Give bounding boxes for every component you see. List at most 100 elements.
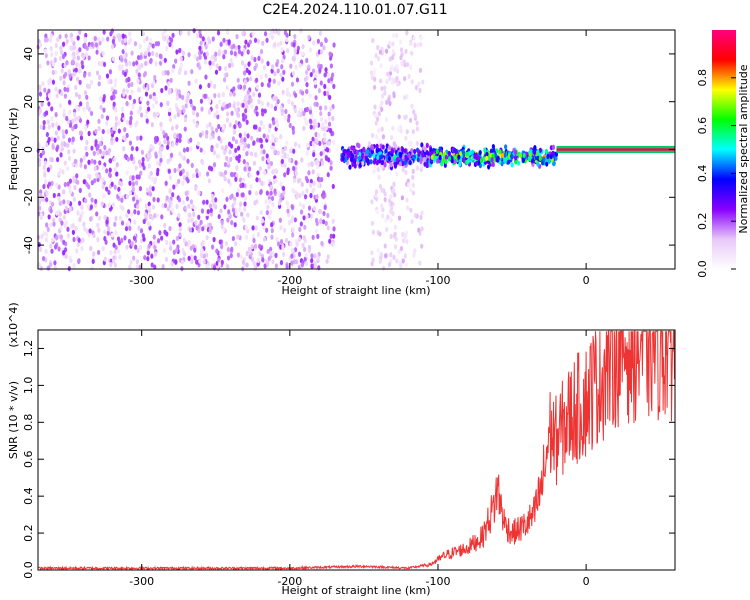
- spectrogram-cell: [98, 160, 102, 166]
- spectrogram-cell: [45, 197, 49, 203]
- spectrogram-cell: [329, 165, 333, 171]
- spectrogram-cell: [280, 47, 284, 53]
- spectrogram-cell: [63, 160, 67, 166]
- spectrogram-cell: [466, 158, 470, 164]
- spectrogram-cell: [383, 197, 387, 203]
- spectrogram-cell: [162, 247, 167, 254]
- spectrogram-cell: [151, 204, 156, 210]
- spectrogram-cell: [388, 100, 392, 107]
- spectrogram-cell: [413, 148, 417, 155]
- spectrogram-cell: [506, 159, 510, 165]
- spectrogram-cell: [124, 226, 129, 232]
- spectrogram-cell: [49, 33, 53, 39]
- spectrogram-cell: [231, 235, 235, 242]
- spectrogram-cell: [63, 93, 68, 99]
- spectrogram-cell: [92, 233, 96, 239]
- spectrogram-cell: [411, 168, 415, 174]
- spectrogram-cell: [229, 156, 233, 162]
- spectrogram-cell: [410, 50, 414, 56]
- spectrogram-cell: [283, 172, 287, 178]
- spectrogram-cell: [68, 178, 72, 184]
- spectrogram-cell: [536, 161, 540, 167]
- spectrogram-cell: [85, 101, 90, 107]
- spectrogram-cell: [248, 172, 252, 178]
- spectrogram-cell: [243, 195, 248, 201]
- spectrogram-cell: [72, 51, 76, 57]
- spectrogram-cell: [74, 225, 78, 232]
- spectrogram-cell: [175, 203, 179, 210]
- spectrogram-cell: [49, 208, 53, 214]
- spectrogram-cell: [332, 42, 336, 48]
- spectrogram-cell: [236, 112, 241, 118]
- spectrogram-cell: [152, 95, 156, 101]
- spectrogram-cell: [271, 64, 275, 70]
- spectrogram-cell: [228, 149, 232, 155]
- spectrogram-cell: [134, 165, 138, 171]
- spectrogram-cell: [132, 159, 136, 165]
- spectrogram-cell: [128, 180, 132, 186]
- spectrogram-cell: [129, 110, 133, 116]
- y-tick-label: -20: [22, 188, 35, 206]
- spectrogram-cell: [234, 176, 238, 182]
- spectrogram-cell: [286, 153, 290, 160]
- spectrogram-cell: [372, 159, 377, 165]
- spectrogram-cell: [133, 219, 137, 225]
- spectrogram-cell: [169, 77, 173, 83]
- spectrogram-cell: [182, 147, 187, 153]
- spectrogram-cell: [84, 125, 88, 131]
- spectrogram-cell: [280, 154, 284, 160]
- spectrogram-cell: [300, 157, 304, 163]
- spectrogram-cell: [223, 65, 228, 72]
- spectrogram-cell: [206, 208, 210, 215]
- spectrogram-cell: [311, 68, 316, 74]
- spectrogram-cell: [88, 174, 92, 180]
- spectrogram-cell: [318, 105, 323, 111]
- spectrogram-cell: [383, 85, 387, 91]
- spectrogram-cell: [105, 73, 110, 79]
- spectrogram-cell: [153, 136, 158, 142]
- spectrogram-cell: [415, 140, 419, 147]
- spectrogram-cell: [50, 248, 54, 254]
- spectrogram-cell: [324, 220, 328, 226]
- spectrogram-cell: [145, 36, 149, 42]
- colorbar-tick-label: 0.0: [696, 260, 709, 278]
- spectrogram-cell: [47, 214, 51, 220]
- colorbar-tick-label: 0.4: [696, 165, 709, 183]
- spectrogram-cell: [367, 141, 371, 147]
- spectrogram-cell: [236, 101, 240, 107]
- spectrogram-cell: [190, 162, 194, 168]
- spectrogram-cell: [295, 194, 299, 200]
- spectrogram-cell: [84, 145, 88, 151]
- spectrogram-cell: [219, 250, 223, 256]
- y-tick-label: 0.0: [22, 561, 35, 579]
- spectrogram-cell: [255, 84, 260, 90]
- spectrogram-cell: [39, 192, 43, 198]
- spectrogram-cell: [243, 142, 247, 148]
- spectrogram-cell: [121, 33, 125, 39]
- spectrogram-cell: [162, 130, 166, 136]
- spectrogram-cell: [161, 31, 165, 37]
- spectrogram-cell: [48, 77, 53, 83]
- spectrogram-cell: [83, 226, 87, 232]
- spectrogram-cell: [183, 117, 188, 123]
- spectrogram-cell: [178, 232, 182, 238]
- spectrogram-cell: [409, 64, 413, 71]
- spectrogram-cell: [485, 155, 489, 161]
- spectrogram-cell: [74, 91, 79, 98]
- spectrogram-cell: [291, 125, 295, 131]
- spectrogram-cell: [130, 89, 134, 95]
- spectrogram-cell: [326, 212, 330, 219]
- spectrogram-cell: [238, 206, 242, 213]
- spectrogram-cell: [312, 151, 316, 158]
- spectrogram-cell: [234, 241, 238, 247]
- spectrogram-cell: [397, 215, 402, 221]
- spectrogram-cell: [206, 171, 210, 177]
- spectrogram-cell: [181, 94, 185, 101]
- spectrogram-cell: [267, 82, 271, 88]
- spectrogram-cell: [327, 78, 331, 84]
- spectrogram-cell: [139, 170, 143, 176]
- spectrogram-cell: [303, 194, 308, 200]
- spectrogram-cell: [147, 243, 151, 249]
- spectrogram-cell: [121, 48, 125, 55]
- spectrogram-cell: [130, 241, 134, 247]
